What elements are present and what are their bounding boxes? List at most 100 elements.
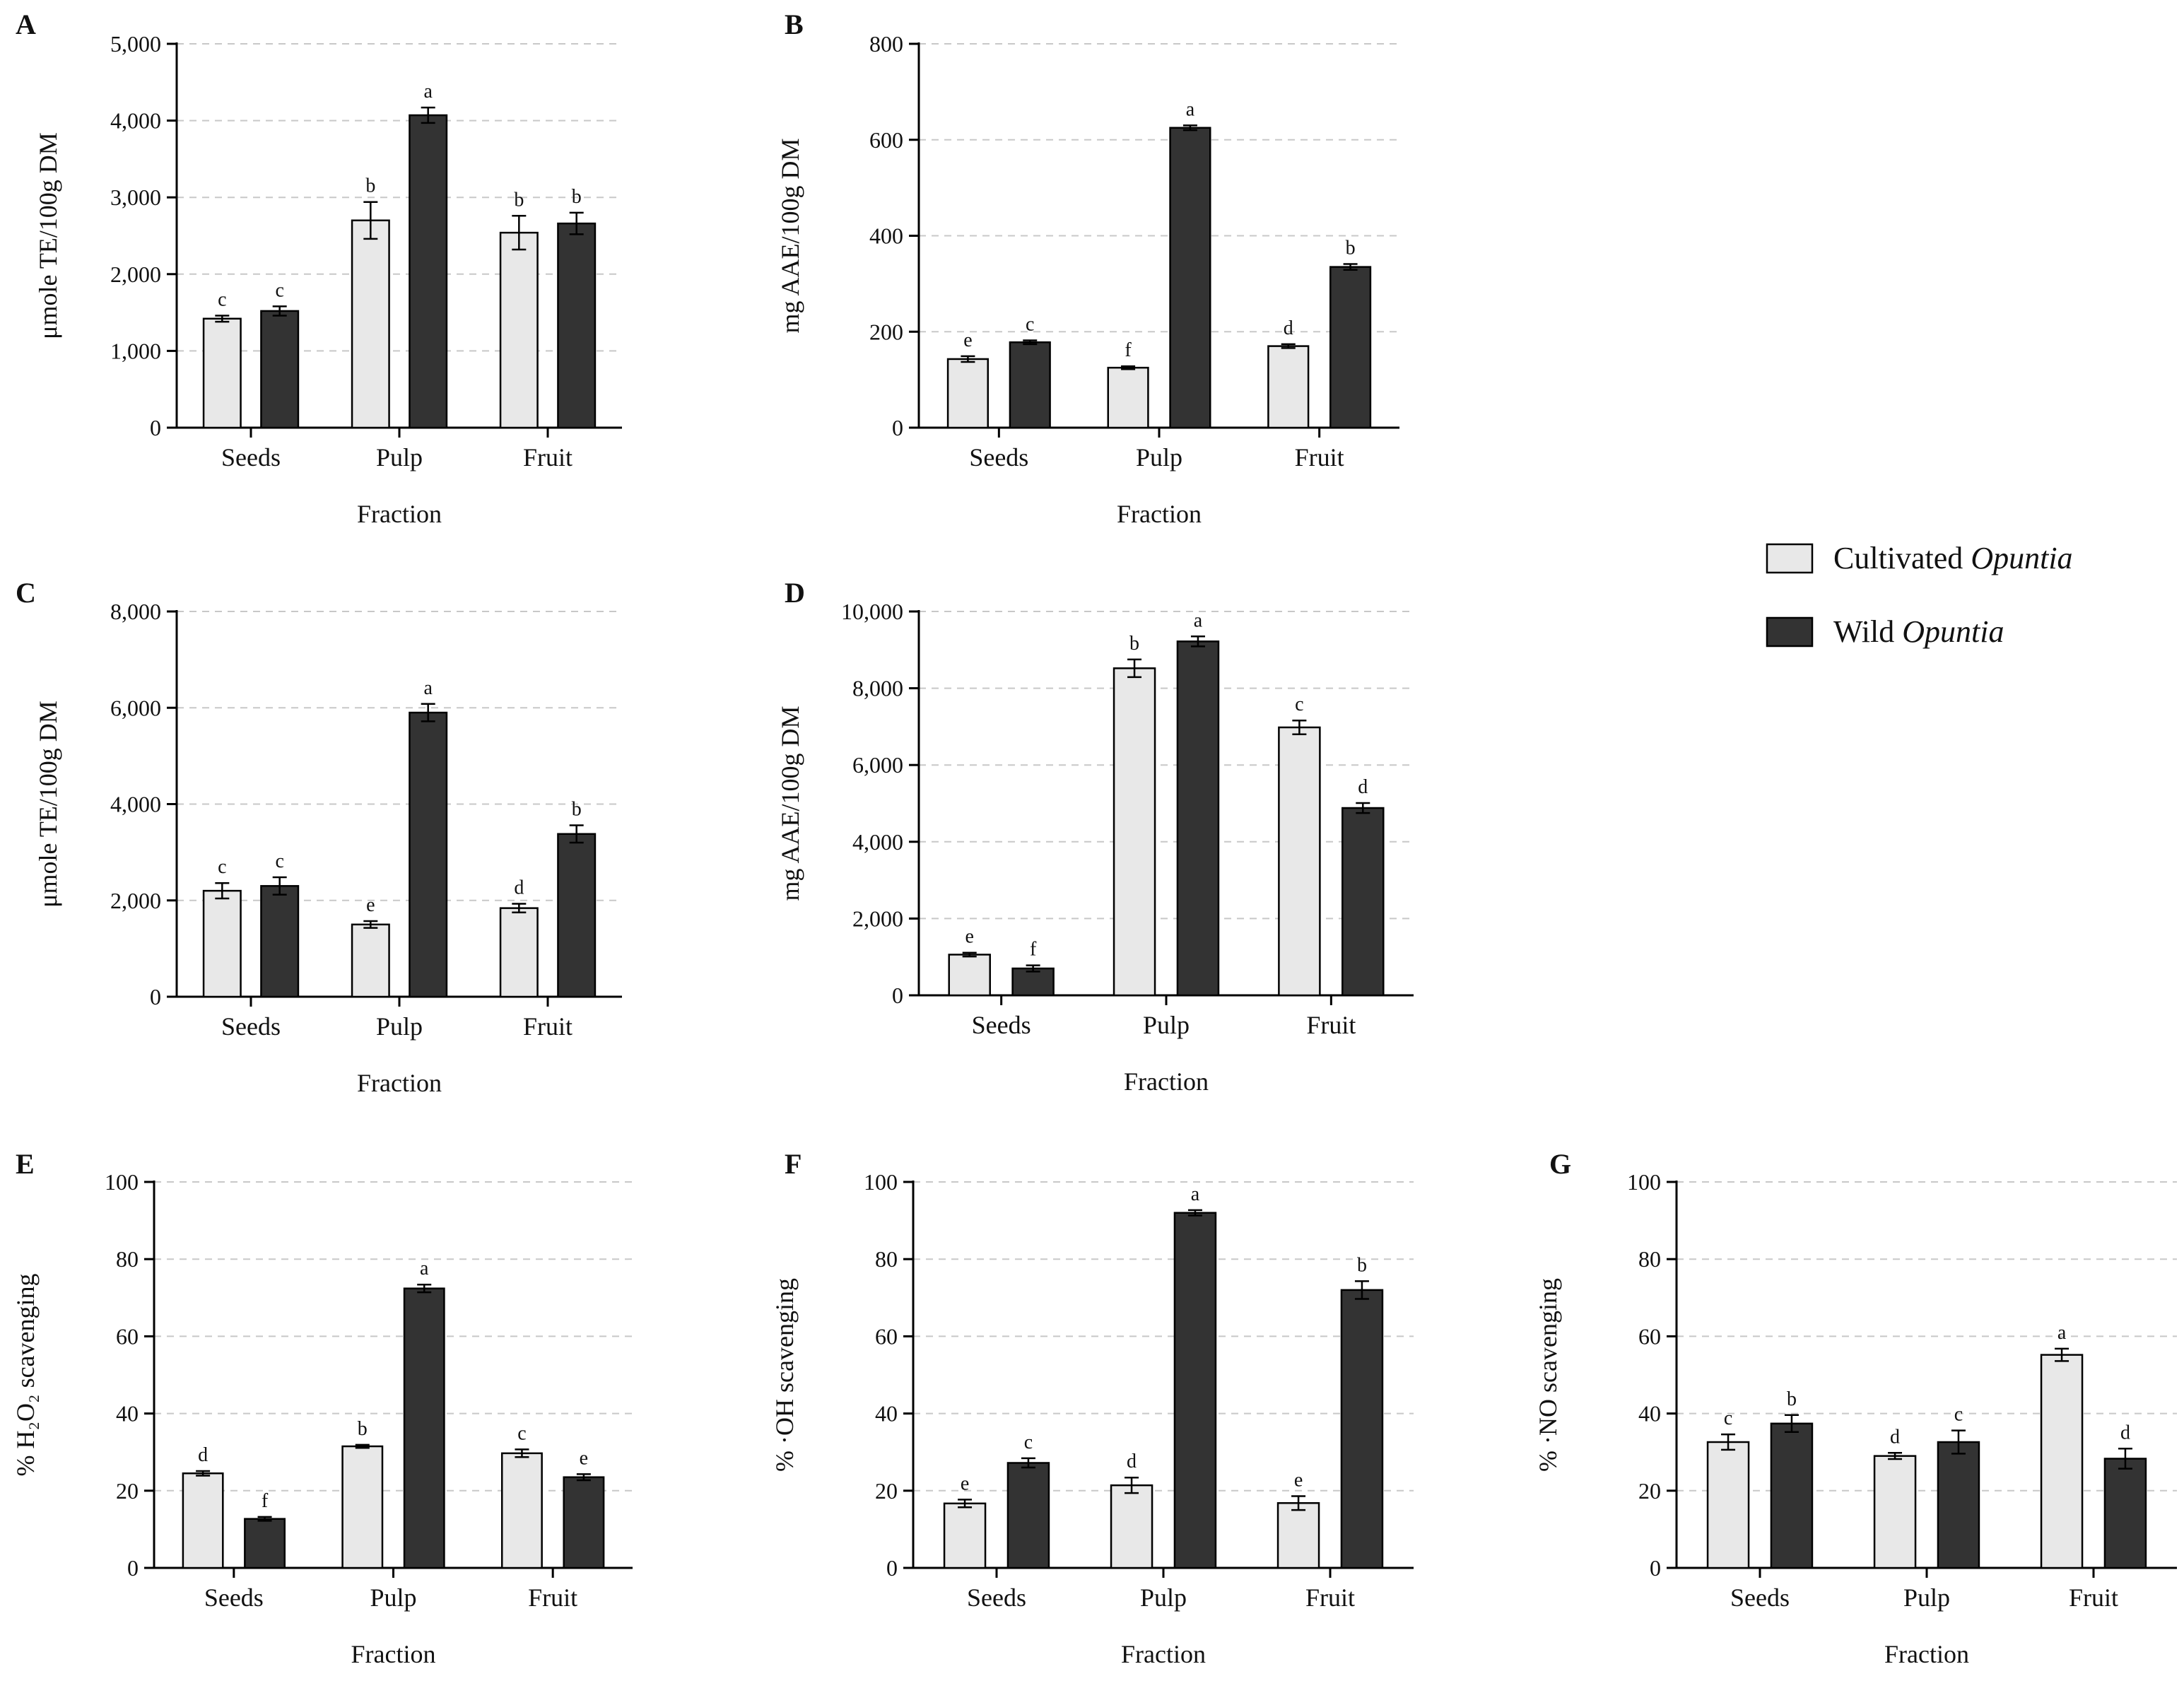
bar-cultivated-pulp: [351, 923, 390, 998]
y-tick-label: 40: [1638, 1401, 1661, 1427]
error-bar: [1187, 1209, 1202, 1217]
error-bar: [1026, 964, 1040, 973]
bar-wild-seeds: [1011, 967, 1055, 997]
legend-label: Cultivated Opuntia: [1833, 541, 2073, 575]
y-tick-label: 600: [869, 127, 903, 153]
error-bar: [1021, 1457, 1035, 1469]
y-tick-label: 60: [116, 1323, 139, 1349]
significance-label: c: [1954, 1404, 1963, 1426]
y-tick-label: 40: [875, 1401, 898, 1427]
y-tick-label: 2,000: [110, 262, 161, 287]
y-tick-label: 20: [875, 1478, 898, 1504]
x-tick-label: Seeds: [221, 1012, 281, 1041]
x-tick-label: Pulp: [370, 1583, 416, 1612]
significance-label: b: [514, 189, 524, 211]
significance-label: f: [1030, 939, 1037, 961]
error-bar: [958, 1499, 973, 1509]
panel-f: F 0 20 40 60 80 100 Seeds e c Pulp d a Fruit e b Fractio…: [770, 1148, 1414, 1668]
x-tick-label: Pulp: [1903, 1583, 1950, 1612]
significance-label: d: [198, 1444, 208, 1466]
significance-label: a: [423, 81, 433, 102]
y-tick-label: 100: [1627, 1169, 1661, 1195]
error-bar: [1343, 263, 1358, 271]
y-axis-title: mg AAE/100g DM: [776, 705, 804, 901]
y-tick-label: 4,000: [110, 792, 161, 817]
error-bar: [576, 1473, 591, 1482]
y-tick-label: 80: [116, 1246, 139, 1272]
bar-wild-pulp: [409, 114, 448, 429]
panel-d: D 0 2,000 4,000 6,000 8,000 10,000 Seeds e f Pulp b…: [776, 577, 1414, 1096]
panel-letter: A: [16, 8, 36, 40]
significance-label: b: [1346, 238, 1356, 259]
bar-cultivated-seeds: [202, 889, 242, 998]
significance-label: f: [1125, 339, 1132, 361]
x-axis-title: Fraction: [357, 1069, 442, 1097]
legend-swatch: [1766, 543, 1814, 574]
significance-label: d: [1358, 776, 1368, 798]
x-tick-label: Pulp: [1143, 1011, 1190, 1039]
x-tick-label: Pulp: [1140, 1583, 1187, 1612]
bar-cultivated-fruit: [1276, 1502, 1320, 1569]
significance-label: b: [1787, 1388, 1797, 1410]
error-bar: [1023, 339, 1038, 346]
error-bar: [215, 882, 230, 900]
legend-label: Wild Opuntia: [1833, 614, 2004, 649]
bar-cultivated-pulp: [341, 1445, 384, 1569]
x-tick-label: Fruit: [523, 1012, 573, 1041]
y-tick-label: 60: [875, 1323, 898, 1349]
error-bar: [272, 876, 287, 896]
significance-label: c: [1026, 313, 1034, 335]
bar-cultivated-fruit: [499, 231, 539, 429]
y-tick-label: 3,000: [110, 184, 161, 210]
error-bar: [961, 355, 975, 363]
significance-label: d: [514, 877, 524, 899]
significance-label: e: [1294, 1469, 1303, 1491]
error-bar: [417, 1283, 432, 1294]
y-tick-label: 0: [150, 984, 161, 1009]
y-tick-label: 6,000: [852, 752, 903, 778]
y-axis-title: % ·OH scavenging: [770, 1278, 799, 1472]
error-bar: [1721, 1433, 1736, 1451]
panel-letter: F: [785, 1148, 802, 1180]
y-tick-label: 60: [1638, 1323, 1661, 1349]
x-tick-label: Fruit: [2069, 1583, 2118, 1612]
y-tick-label: 20: [116, 1478, 139, 1504]
significance-label: c: [218, 288, 226, 310]
x-tick-label: Fruit: [523, 443, 573, 472]
bar-wild-seeds: [260, 885, 300, 998]
y-tick-label: 80: [1638, 1246, 1661, 1272]
error-bar: [1784, 1414, 1799, 1434]
error-bar: [569, 824, 584, 844]
y-tick-label: 5,000: [110, 31, 161, 57]
error-bar: [1182, 124, 1197, 131]
chart-panels: A 0 1,000 2,000 3,000 4,000 5,000 Seeds c c Pulp b a…: [11, 8, 2177, 1668]
bar-wild-fruit: [563, 1476, 605, 1569]
significance-label: b: [1129, 633, 1139, 655]
y-tick-label: 0: [892, 983, 903, 1008]
error-bar: [2118, 1448, 2132, 1470]
x-axis-title: Fraction: [351, 1640, 436, 1668]
panel-letter: C: [16, 577, 36, 609]
y-tick-label: 0: [1650, 1555, 1661, 1581]
error-bar: [363, 920, 378, 929]
error-bar: [512, 215, 527, 251]
x-tick-label: Seeds: [204, 1583, 264, 1612]
legend-label-prefix: Wild: [1833, 614, 1902, 649]
bar-wild-fruit: [557, 833, 597, 998]
significance-label: c: [1024, 1431, 1033, 1453]
y-tick-label: 0: [892, 415, 903, 440]
x-tick-label: Pulp: [376, 1012, 423, 1041]
significance-label: c: [218, 856, 226, 878]
bar-wild-seeds: [1006, 1462, 1050, 1569]
error-bar: [569, 211, 584, 235]
bar-cultivated-fruit: [1267, 345, 1310, 429]
bar-cultivated-seeds: [946, 358, 990, 429]
bar-wild-fruit: [2103, 1458, 2147, 1569]
x-tick-label: Fruit: [1305, 1583, 1355, 1612]
panel-letter: B: [785, 8, 804, 40]
significance-label: b: [1357, 1254, 1367, 1276]
significance-label: c: [275, 850, 283, 872]
error-bar: [1121, 365, 1136, 370]
x-tick-label: Seeds: [967, 1583, 1026, 1612]
error-bar: [1292, 719, 1307, 736]
